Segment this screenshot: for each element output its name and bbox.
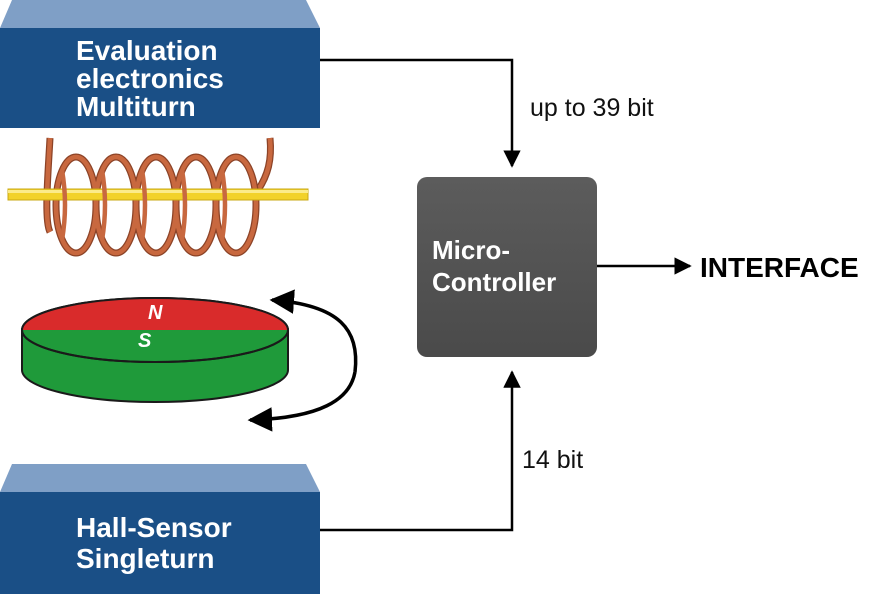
coil-icon	[7, 137, 309, 257]
rotation-arrow-bottom	[247, 371, 357, 432]
microcontroller-label: Micro- Controller	[432, 235, 557, 297]
bottom-arrow-label: 14 bit	[522, 446, 584, 474]
hall-sensor-label: Hall-Sensor Singleturn	[76, 512, 232, 575]
hall-sensor-block	[0, 464, 320, 594]
microcontroller-block	[417, 177, 597, 357]
magnet-south-label: S	[138, 330, 152, 352]
evaluation-electronics-block	[0, 0, 320, 128]
rotation-arrow-top	[269, 289, 358, 373]
magnet-north-label: N	[148, 302, 163, 324]
top-arrow	[320, 58, 521, 168]
top-arrow-label: up to 39 bit	[530, 94, 654, 122]
interface-label: INTERFACE	[700, 252, 859, 283]
evaluation-electronics-label: Evaluation electronics Multiturn	[76, 35, 224, 122]
bottom-arrow	[320, 370, 521, 532]
magnet-icon	[21, 297, 289, 403]
